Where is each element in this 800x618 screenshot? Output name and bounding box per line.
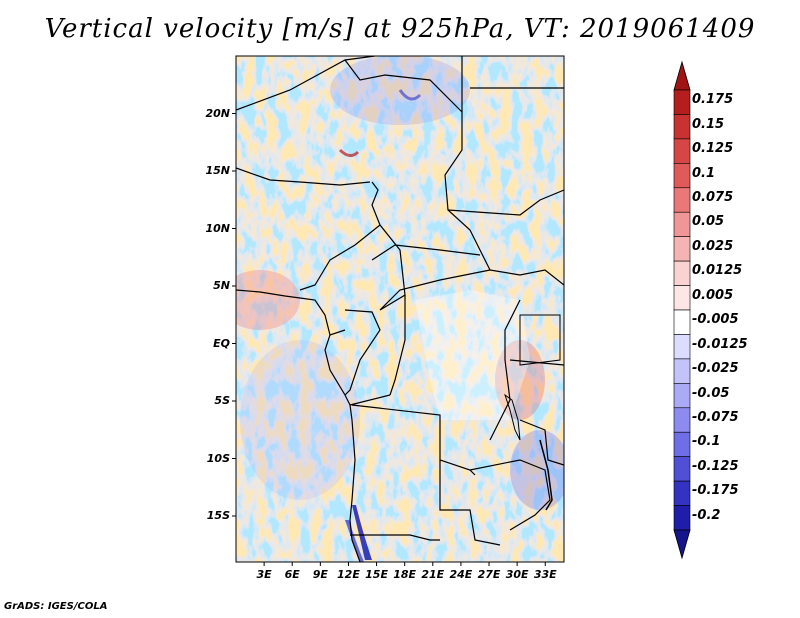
colorbar-label: -0.0125: [692, 336, 748, 352]
grads-credit: GrADS: IGES/COLA: [4, 601, 108, 612]
colorbar-label: -0.1: [692, 434, 721, 450]
lat-tick-marks: [232, 113, 236, 517]
colorbar-swatch: [673, 383, 691, 409]
colorbar-label: 0.175: [692, 92, 734, 108]
lon-tick-label: 15E: [365, 568, 388, 581]
lon-tick-label: 33E: [533, 568, 557, 581]
colorbar-label: 0.125: [692, 141, 734, 157]
colorbar-label: 0.15: [692, 116, 725, 132]
colorbar-swatch: [673, 89, 691, 115]
colorbar-label: 0.025: [692, 238, 734, 254]
colorbar-swatch: [673, 260, 691, 286]
lat-tick-label: 10S: [206, 451, 230, 465]
lat-tick-label: 15S: [206, 509, 230, 522]
lat-tick-label: 15N: [205, 164, 230, 177]
lon-tick-label: 9E: [312, 568, 328, 581]
colorbar-label: -0.005: [692, 312, 739, 328]
country-borders: [236, 56, 564, 562]
lat-tick-label: 5S: [214, 394, 230, 407]
colorbar-swatch: [673, 187, 691, 213]
colorbar-swatch: [673, 138, 691, 164]
colorbar-label: -0.175: [692, 483, 739, 499]
colorbar-over-arrow: [673, 60, 691, 91]
colorbar-swatch: [673, 309, 691, 335]
colorbar: [673, 60, 691, 560]
lon-tick-label: 6E: [284, 568, 300, 581]
colorbar-label: 0.1: [692, 165, 716, 181]
colorbar-label: 0.05: [692, 214, 725, 230]
colorbar-swatch: [673, 456, 691, 482]
lon-tick-label: 12E: [337, 568, 360, 581]
colorbar-label: -0.075: [692, 410, 739, 425]
lat-tick-label: 5N: [213, 279, 230, 292]
colorbar-swatch: [673, 358, 691, 384]
lat-tick-label: 10N: [205, 221, 230, 235]
colorbar-swatch: [673, 334, 691, 360]
colorbar-swatch: [673, 163, 691, 189]
colorbar-swatch: [673, 407, 691, 433]
lat-tick-label: 20N: [205, 106, 230, 120]
colorbar-swatch: [673, 505, 691, 531]
colorbar-under-arrow: [673, 529, 691, 560]
colorbar-swatch: [673, 236, 691, 262]
colorbar-label: -0.2: [692, 507, 721, 523]
colorbar-label: 0.075: [692, 190, 734, 205]
lon-tick-label: 30E: [505, 568, 529, 581]
colorbar-label: 0.0125: [692, 263, 743, 279]
colorbar-label: -0.125: [692, 458, 739, 474]
lon-tick-label: 27E: [477, 568, 501, 581]
colorbar-swatch: [673, 285, 691, 311]
lon-tick-marks: [263, 562, 546, 566]
lon-tick-label: 18E: [393, 568, 417, 581]
colorbar-label: -0.025: [692, 361, 739, 377]
lon-tick-label: 21E: [421, 568, 445, 581]
colorbar-swatch: [673, 480, 691, 506]
velocity-field: [236, 56, 564, 562]
map-title: Vertical velocity [m/s] at 925hPa, VT: 2…: [44, 14, 756, 44]
colorbar-swatch: [673, 431, 691, 457]
colorbar-label: -0.05: [692, 385, 730, 401]
lat-tick-label: EQ: [213, 336, 230, 350]
lon-tick-label: 24E: [449, 568, 473, 581]
colorbar-label: 0.005: [692, 287, 734, 303]
colorbar-swatch: [673, 211, 691, 237]
colorbar-swatch: [673, 114, 691, 140]
lon-tick-label: 3E: [256, 568, 272, 581]
map-frame: [235, 55, 565, 563]
